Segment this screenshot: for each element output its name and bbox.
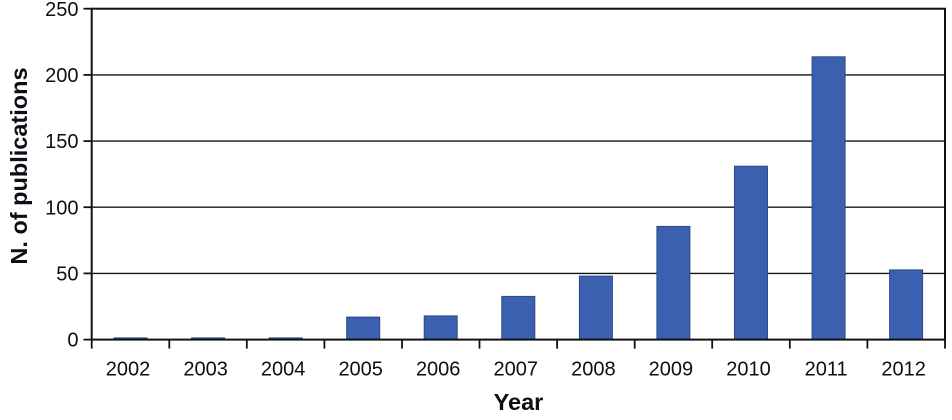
- svg-text:0: 0: [67, 330, 78, 352]
- svg-text:2005: 2005: [338, 359, 383, 381]
- svg-text:2010: 2010: [726, 359, 771, 381]
- svg-text:2012: 2012: [881, 359, 926, 381]
- svg-text:Year: Year: [494, 389, 544, 415]
- svg-text:2002: 2002: [106, 359, 151, 381]
- svg-text:2008: 2008: [571, 359, 616, 381]
- svg-text:150: 150: [45, 131, 78, 153]
- svg-text:2009: 2009: [649, 359, 694, 381]
- svg-text:250: 250: [45, 0, 78, 21]
- svg-text:2007: 2007: [494, 359, 539, 381]
- svg-text:50: 50: [56, 264, 78, 286]
- svg-text:2011: 2011: [805, 359, 848, 381]
- svg-text:N. of publications: N. of publications: [6, 67, 32, 264]
- svg-text:2003: 2003: [183, 359, 228, 381]
- svg-text:200: 200: [45, 65, 78, 87]
- svg-text:100: 100: [45, 197, 78, 219]
- svg-text:2006: 2006: [416, 359, 461, 381]
- svg-text:2004: 2004: [261, 359, 306, 381]
